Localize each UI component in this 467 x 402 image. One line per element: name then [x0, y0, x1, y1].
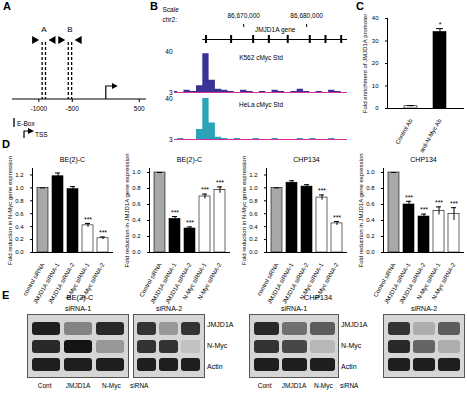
svg-text:0.6: 0.6 [15, 211, 24, 217]
svg-text:*: * [439, 21, 442, 28]
svg-text:10: 10 [372, 83, 379, 89]
svg-text:1.0: 1.0 [249, 185, 258, 191]
svg-text:0.6: 0.6 [132, 201, 141, 207]
svg-text:***: *** [84, 216, 92, 223]
svg-text:B: B [67, 25, 72, 34]
svg-text:BE(2)-C: BE(2)-C [177, 156, 202, 164]
svg-text:***: *** [171, 209, 179, 216]
svg-text:***: *** [405, 194, 413, 201]
svg-text:1.2: 1.2 [15, 172, 24, 178]
svg-text:86,670,000: 86,670,000 [227, 12, 260, 19]
svg-text:Fold reduction in N-Myc gene e: Fold reduction in N-Myc gene expression [7, 156, 13, 265]
svg-text:***: *** [318, 187, 326, 194]
svg-text:3: 3 [169, 136, 173, 143]
svg-text:chr2:: chr2: [163, 16, 178, 23]
svg-text:0.4: 0.4 [132, 217, 141, 223]
svg-text:0.0: 0.0 [249, 249, 258, 255]
svg-text:JMJD1A siRNA-2: JMJD1A siRNA-2 [164, 261, 193, 305]
svg-text:Fold reduction in JMJD1A gene: Fold reduction in JMJD1A gene expression [124, 153, 130, 267]
svg-text:JMJD1A siRNA-2: JMJD1A siRNA-2 [398, 261, 427, 305]
svg-text:Scale: Scale [163, 6, 180, 13]
svg-text:***: *** [99, 229, 107, 236]
svg-text:***: *** [333, 214, 341, 221]
svg-text:0.2: 0.2 [132, 233, 141, 239]
svg-text:0.6: 0.6 [366, 201, 375, 207]
svg-text:***: *** [201, 186, 209, 193]
svg-text:TSS: TSS [35, 131, 48, 138]
svg-text:K562 cMyc Std: K562 cMyc Std [239, 54, 283, 62]
svg-text:JMJD1A siRNA-1: JMJD1A siRNA-1 [149, 261, 178, 305]
svg-text:JMJD1A gene: JMJD1A gene [255, 26, 296, 34]
svg-text:0.2: 0.2 [249, 236, 258, 242]
svg-text:N-Myc siRNA-2: N-Myc siRNA-2 [197, 261, 223, 300]
svg-text:E-Box: E-Box [17, 120, 35, 127]
svg-text:0.8: 0.8 [366, 185, 375, 191]
svg-text:***: *** [186, 219, 194, 226]
svg-text:***: *** [435, 199, 443, 206]
svg-text:0.8: 0.8 [132, 185, 141, 191]
svg-text:Control Ab: Control Ab [394, 117, 414, 145]
svg-text:40: 40 [372, 15, 379, 21]
svg-text:40: 40 [165, 48, 173, 55]
svg-text:Fold enrichment of JMJD1A prom: Fold enrichment of JMJD1A promoter [362, 14, 368, 113]
svg-text:JMJD1A siRNA-1: JMJD1A siRNA-1 [32, 261, 61, 305]
svg-text:JMJD1A siRNA-1: JMJD1A siRNA-1 [383, 261, 412, 305]
svg-text:0.2: 0.2 [15, 236, 24, 242]
svg-text:0.4: 0.4 [366, 217, 375, 223]
svg-text:BE(2)-C: BE(2)-C [60, 156, 85, 164]
svg-text:CHP134: CHP134 [410, 156, 437, 163]
svg-text:CHP134: CHP134 [293, 156, 320, 163]
svg-text:0: 0 [375, 105, 379, 111]
svg-text:20: 20 [372, 60, 379, 66]
svg-text:JMJD1A siRNA-1: JMJD1A siRNA-1 [266, 261, 295, 305]
svg-text:Fold reduction in JMJD1A gene: Fold reduction in JMJD1A gene expression [358, 153, 364, 267]
svg-text:***: *** [420, 206, 428, 213]
svg-text:0.0: 0.0 [15, 249, 24, 255]
svg-text:0.8: 0.8 [249, 198, 258, 204]
svg-text:***: *** [450, 200, 458, 207]
svg-text:0.4: 0.4 [249, 224, 258, 230]
svg-text:0.0: 0.0 [366, 249, 375, 255]
svg-text:0.2: 0.2 [366, 233, 375, 239]
svg-text:500: 500 [134, 105, 145, 112]
svg-text:0.6: 0.6 [249, 211, 258, 217]
svg-text:30: 30 [372, 38, 379, 44]
svg-text:HeLa cMyc Std: HeLa cMyc Std [239, 101, 283, 109]
svg-text:1.0: 1.0 [366, 169, 375, 175]
svg-text:1.0: 1.0 [15, 185, 24, 191]
svg-text:N-Myc siRNA-2: N-Myc siRNA-2 [431, 261, 457, 300]
svg-text:anti-N-Myc Ab: anti-N-Myc Ab [418, 117, 442, 153]
svg-text:-1000: -1000 [30, 105, 47, 112]
svg-text:Fold reduction in N-Myc gene e: Fold reduction in N-Myc gene expression [241, 156, 247, 265]
svg-text:86,680,000: 86,680,000 [290, 12, 323, 19]
svg-text:1.0: 1.0 [132, 169, 141, 175]
svg-text:A: A [41, 25, 47, 34]
svg-text:0.0: 0.0 [132, 249, 141, 255]
svg-text:0.8: 0.8 [15, 198, 24, 204]
svg-text:1.2: 1.2 [249, 172, 258, 178]
svg-text:40: 40 [165, 95, 173, 102]
svg-text:***: *** [216, 179, 224, 186]
svg-text:0.4: 0.4 [15, 224, 24, 230]
svg-text:-500: -500 [66, 105, 79, 112]
